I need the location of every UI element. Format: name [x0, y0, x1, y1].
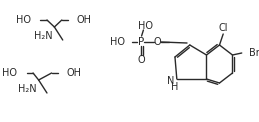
Text: O: O [154, 37, 161, 47]
Text: HO: HO [138, 21, 153, 31]
Text: P: P [138, 37, 144, 47]
Text: O: O [138, 55, 145, 65]
Text: H₂N: H₂N [18, 84, 37, 94]
Text: HO: HO [16, 15, 31, 25]
Text: HO: HO [110, 37, 125, 47]
Text: OH: OH [77, 15, 92, 25]
Text: H₂N: H₂N [34, 31, 53, 41]
Text: H: H [171, 82, 179, 92]
Text: Br: Br [249, 48, 259, 58]
Text: HO: HO [2, 68, 17, 78]
Text: Cl: Cl [218, 23, 228, 33]
Text: N: N [167, 76, 174, 86]
Text: OH: OH [67, 68, 81, 78]
